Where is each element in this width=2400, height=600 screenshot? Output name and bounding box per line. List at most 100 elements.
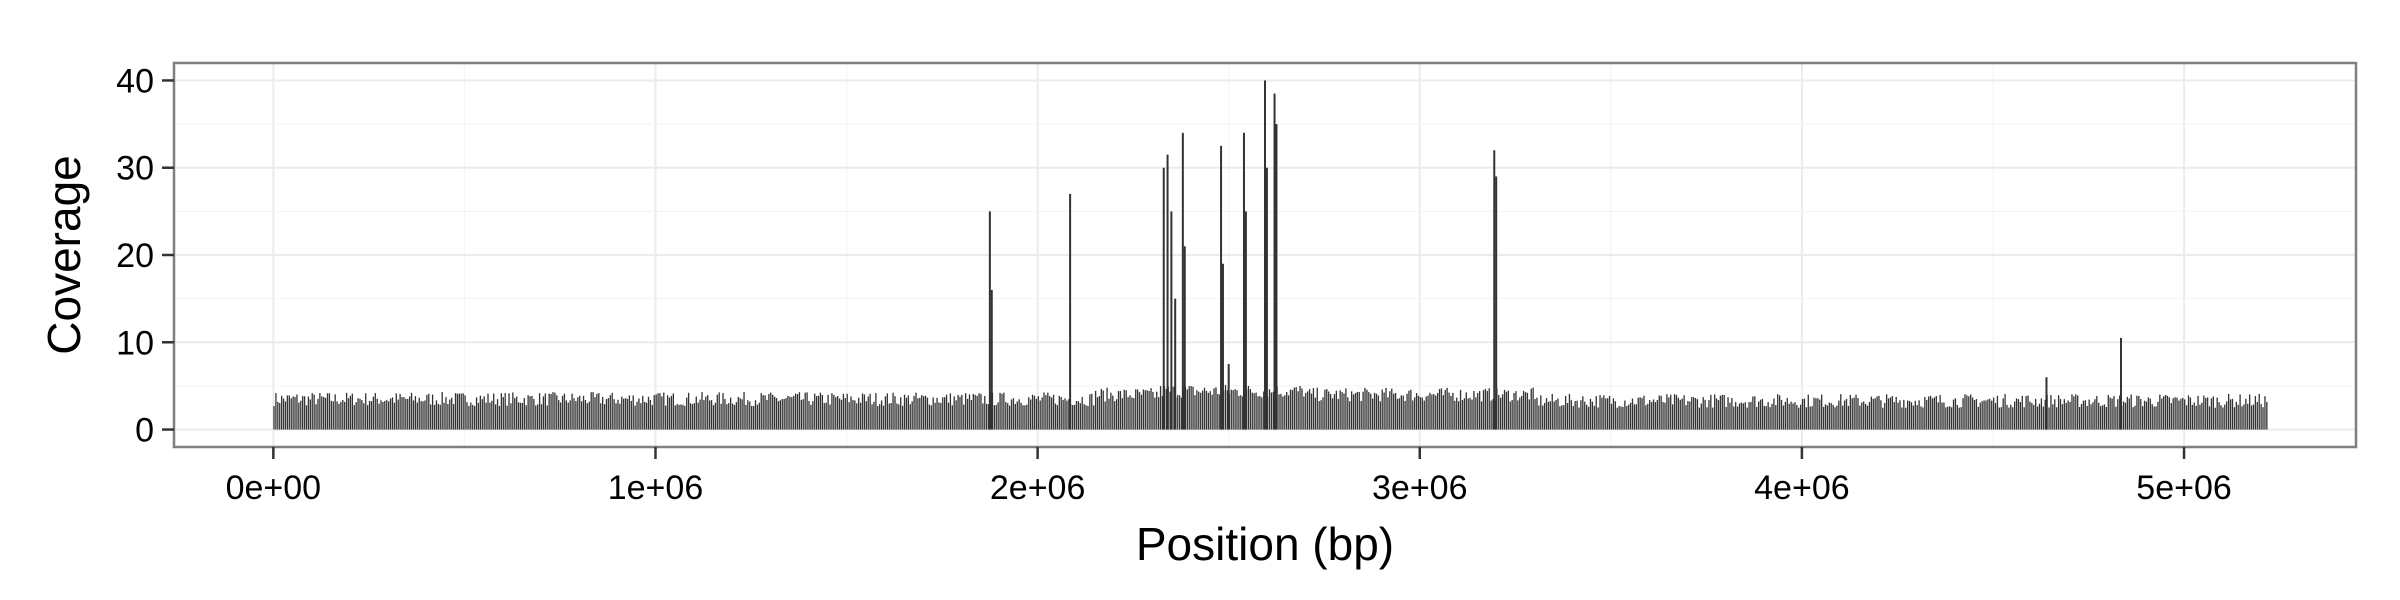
coverage-bar: [2174, 397, 2176, 430]
coverage-bar: [1708, 400, 1710, 430]
coverage-bar: [1830, 403, 1832, 430]
coverage-bar: [2262, 407, 2264, 430]
coverage-bar: [2168, 397, 2171, 430]
coverage-bar: [1140, 394, 1143, 430]
x-tick-label: 1e+06: [608, 469, 704, 507]
coverage-bar: [1593, 405, 1595, 430]
coverage-bar: [281, 395, 283, 430]
coverage-bar: [1570, 400, 1573, 430]
coverage-bar: [2094, 399, 2096, 430]
coverage-bar: [949, 393, 952, 430]
coverage-bar: [2004, 394, 2006, 430]
coverage-bar: [1626, 406, 1628, 430]
coverage-bar: [934, 402, 936, 430]
coverage-bar: [412, 400, 415, 430]
coverage-bar: [1935, 396, 1937, 430]
coverage-bar: [2201, 402, 2203, 430]
coverage-bar: [1971, 397, 1974, 430]
coverage-bar: [1773, 398, 1775, 430]
coverage-bar: [1975, 399, 1978, 430]
coverage-bar: [1417, 395, 1420, 430]
coverage-bar: [722, 393, 724, 430]
coverage-bar: [460, 393, 462, 430]
coverage-bar: [1282, 396, 1284, 430]
coverage-bar: [1949, 406, 1951, 430]
coverage-bar: [1838, 400, 1840, 430]
coverage-bar: [324, 397, 327, 430]
coverage-bar: [1505, 391, 1508, 430]
coverage-bar: [328, 393, 331, 430]
coverage-bar: [1072, 405, 1074, 430]
coverage-bar: [1639, 397, 1641, 430]
coverage-bar: [489, 402, 491, 430]
coverage-bar: [733, 404, 736, 430]
coverage-bar: [672, 393, 674, 430]
coverage-bar: [2145, 401, 2148, 430]
coverage-bar: [1054, 403, 1057, 430]
coverage-bar: [1660, 395, 1662, 430]
coverage-bar: [632, 395, 634, 430]
coverage-bar: [1073, 404, 1076, 430]
coverage-bar: [1897, 402, 1899, 430]
coverage-bar: [749, 401, 751, 430]
coverage-bar: [1373, 392, 1376, 430]
coverage-bar: [731, 403, 734, 430]
coverage-bar: [1456, 397, 1458, 430]
coverage-bar: [791, 397, 793, 430]
coverage-bar: [1303, 396, 1305, 430]
coverage-bar: [386, 400, 388, 430]
coverage-bar: [1112, 395, 1114, 430]
coverage-bar: [1809, 406, 1811, 430]
coverage-bar: [1087, 405, 1089, 430]
coverage-bar: [2029, 401, 2031, 430]
coverage-bar: [2059, 399, 2062, 430]
coverage-bar: [1177, 394, 1179, 430]
coverage-bar: [1629, 402, 1632, 430]
coverage-spike-bar: [1265, 167, 1268, 430]
coverage-bar: [793, 395, 795, 430]
coverage-bar: [621, 396, 623, 430]
coverage-bar: [764, 395, 766, 430]
coverage-bar: [1203, 387, 1206, 430]
coverage-bar: [282, 398, 285, 430]
coverage-bar: [1230, 389, 1232, 430]
coverage-bar: [435, 400, 438, 430]
coverage-bar: [1578, 407, 1580, 430]
coverage-bar: [1297, 391, 1299, 430]
coverage-bar: [359, 398, 361, 430]
coverage-bar: [1824, 404, 1827, 430]
coverage-bar: [668, 397, 671, 430]
coverage-bar: [1089, 394, 1091, 430]
coverage-bar: [1920, 406, 1922, 430]
coverage-bar: [2243, 404, 2245, 430]
coverage-bar: [548, 393, 550, 430]
coverage-bar: [1190, 386, 1192, 430]
coverage-spike-bar: [1264, 80, 1266, 430]
coverage-bar: [2035, 398, 2037, 430]
coverage-bar: [1681, 398, 1683, 430]
coverage-bar: [1973, 400, 1976, 430]
coverage-bar: [611, 392, 613, 430]
coverage-bar: [584, 400, 587, 430]
coverage-bar: [978, 393, 980, 430]
coverage-bar: [321, 396, 323, 430]
coverage-bar: [1375, 393, 1378, 430]
coverage-bar: [1553, 401, 1555, 430]
coverage-bar: [708, 400, 711, 430]
coverage-bar: [2115, 406, 2117, 430]
coverage-bar: [770, 392, 772, 430]
coverage-bar: [2010, 404, 2012, 430]
coverage-bar: [1649, 400, 1651, 430]
coverage-bar: [1970, 394, 1972, 430]
coverage-bar: [1142, 389, 1145, 430]
coverage-bar: [647, 396, 650, 430]
coverage-bar: [1710, 394, 1712, 430]
coverage-bar: [2185, 405, 2188, 430]
coverage-bar: [758, 402, 760, 430]
coverage-bar: [426, 394, 428, 430]
coverage-bar: [420, 401, 422, 430]
coverage-bar: [2099, 406, 2102, 430]
coverage-bar: [2023, 407, 2025, 430]
coverage-bar: [779, 400, 781, 430]
